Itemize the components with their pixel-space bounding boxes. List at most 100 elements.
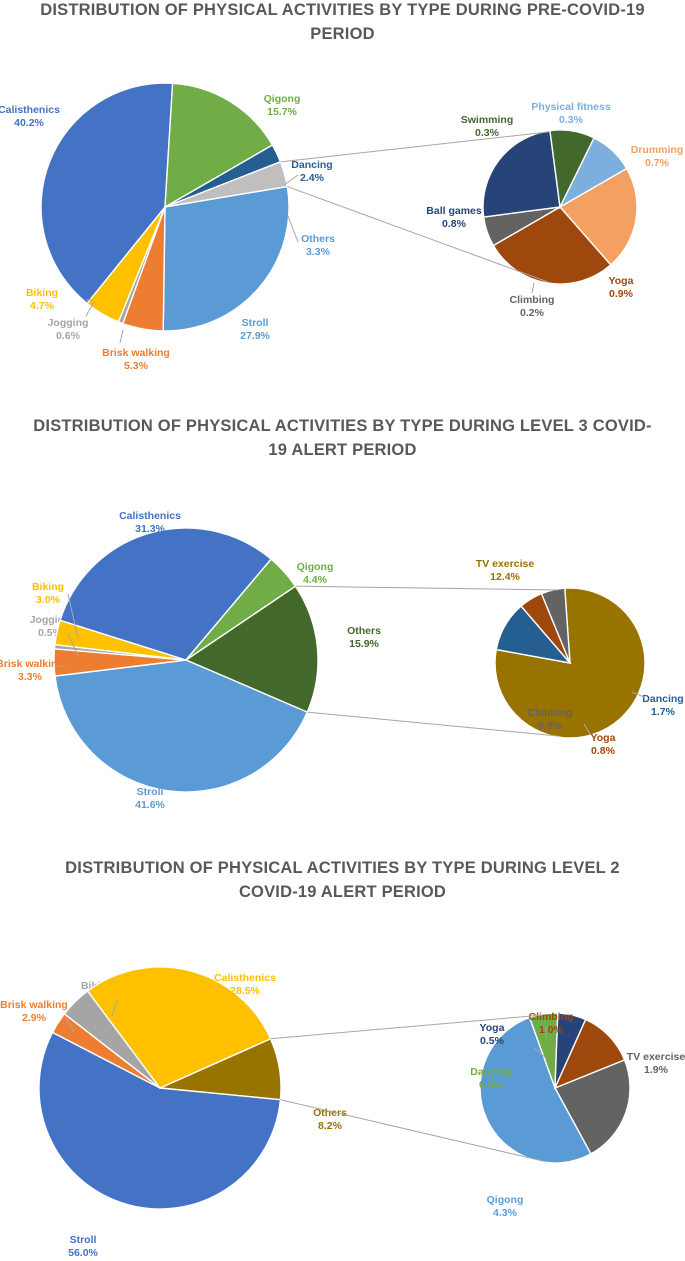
main-label-biking: Biking <box>26 287 58 299</box>
leader-line <box>67 633 79 657</box>
secondary-slice-ball-games <box>482 129 561 218</box>
main-label-calisthenics: Calisthenics <box>214 972 276 984</box>
secondary-value-climbing: 0.8% <box>538 720 563 732</box>
chart-title-line-2: COVID-19 ALERT PERIOD <box>238 883 447 901</box>
main-value-qigong: 4.4% <box>303 574 328 586</box>
secondary-value-swimming: 0.3% <box>475 127 500 139</box>
leader-line <box>85 301 95 317</box>
secondary-label-climbing: Climbing <box>529 1011 574 1023</box>
secondary-value-dancing: 1.7% <box>651 706 676 718</box>
chart-title-line-2: 19 ALERT PERIOD <box>268 441 417 459</box>
connector-line-top <box>270 1014 544 1040</box>
leader-line <box>111 999 118 1017</box>
main-label-calisthenics: Calisthenics <box>0 104 60 116</box>
main-slice-stroll <box>54 659 309 793</box>
main-label-stroll: Stroll <box>242 317 269 329</box>
main-label-qigong: Qigong <box>264 93 301 105</box>
secondary-slice-physical-fitness <box>558 137 628 209</box>
secondary-value-ball-games: 0.8% <box>442 218 467 230</box>
main-label-brisk-walking: Brisk walking <box>102 347 170 359</box>
main-value-calisthenics: 28.5% <box>230 985 260 997</box>
secondary-value-tv-exercise: 1.9% <box>644 1064 669 1076</box>
main-label-brisk-walking: Brisk walking <box>0 658 64 670</box>
secondary-slice-qigong <box>479 1016 592 1164</box>
main-label-jogging: Jogging <box>48 317 89 329</box>
chart-title: DISTRIBUTION OF PHYSICAL ACTIVITIES BY T… <box>0 414 685 462</box>
secondary-label-yoga: Yoga <box>591 732 616 744</box>
secondary-label-drumming: Drumming <box>631 144 684 156</box>
main-value-biking: 4.7% <box>30 300 55 312</box>
main-value-brisk-walking: 2.9% <box>22 1012 47 1024</box>
main-value-others: 8.2% <box>318 1120 343 1132</box>
connector-line-bottom <box>280 1099 544 1162</box>
secondary-label-physical-fitness: Physical fitness <box>531 101 611 113</box>
main-value-brisk-walking: 3.3% <box>18 671 43 683</box>
secondary-label-dancing: Dancing <box>642 693 683 705</box>
main-slice-qigong <box>164 82 274 209</box>
main-label-stroll: Stroll <box>137 786 164 798</box>
main-value-stroll: 56.0% <box>68 1247 98 1259</box>
leader-line <box>533 1047 547 1059</box>
main-slice-qigong <box>185 558 297 661</box>
secondary-value-yoga: 0.9% <box>609 288 634 300</box>
secondary-value-drumming: 0.7% <box>645 157 670 169</box>
secondary-label-ball-games: Ball games <box>426 205 482 217</box>
leader-line <box>583 723 591 735</box>
secondary-label-climbing: Climbing <box>510 294 555 306</box>
secondary-slice-yoga <box>492 206 612 285</box>
main-value-stroll: 41.6% <box>135 799 165 811</box>
chart-title-line-1: DISTRIBUTION OF PHYSICAL ACTIVITIES BY T… <box>33 417 652 435</box>
secondary-value-climbing: 0.2% <box>520 307 545 319</box>
connector-line-top <box>280 131 549 163</box>
main-label-brisk-walking: Brisk walking <box>0 999 68 1011</box>
leader-line <box>631 691 645 698</box>
chart-title-line-2: PERIOD <box>310 25 375 43</box>
main-value-qigong: 15.7% <box>267 106 297 118</box>
secondary-label-swimming: Swimming <box>461 114 514 126</box>
secondary-value-tv-exercise: 12.4% <box>490 571 520 583</box>
chart-panel-level3: DISTRIBUTION OF PHYSICAL ACTIVITIES BY T… <box>0 410 685 830</box>
main-slice-calisthenics <box>59 527 273 661</box>
main-slice-stroll <box>38 1031 282 1210</box>
chart-title: DISTRIBUTION OF PHYSICAL ACTIVITIES BY T… <box>0 0 685 46</box>
main-value-jogging: 0.6% <box>56 330 81 342</box>
connector-line-bottom <box>287 186 549 283</box>
secondary-slice-drumming <box>558 167 638 266</box>
main-label-calisthenics: Calisthenics <box>119 510 181 522</box>
connector-line-top <box>295 585 559 591</box>
main-value-others: 3.3% <box>306 246 331 258</box>
chart-panel-pre-covid: DISTRIBUTION OF PHYSICAL ACTIVITIES BY T… <box>0 0 685 400</box>
leader-line <box>65 1017 75 1033</box>
main-value-calisthenics: 31.3% <box>135 523 165 535</box>
secondary-label-tv-exercise: TV exercise <box>627 1051 685 1063</box>
secondary-label-climbing: Climbing <box>528 707 573 719</box>
main-label-stroll: Stroll <box>70 1234 97 1246</box>
main-label-biking: Biking <box>32 581 64 593</box>
main-slice-calisthenics <box>40 82 174 305</box>
leader-line <box>283 174 299 186</box>
secondary-value-yoga: 0.5% <box>480 1035 505 1047</box>
chart-title: DISTRIBUTION OF PHYSICAL ACTIVITIES BY T… <box>0 856 685 904</box>
connector-line-bottom <box>307 711 559 737</box>
chart-title-line-1: DISTRIBUTION OF PHYSICAL ACTIVITIES BY T… <box>65 859 620 877</box>
secondary-label-yoga: Yoga <box>609 275 634 287</box>
secondary-label-qigong: Qigong <box>487 1194 524 1206</box>
chart-title-line-1: DISTRIBUTION OF PHYSICAL ACTIVITIES BY T… <box>40 1 645 19</box>
main-label-others: Others <box>347 625 381 637</box>
main-slice-stroll <box>162 185 290 332</box>
main-value-dancing: 2.4% <box>300 172 325 184</box>
main-slice-calisthenics <box>86 966 272 1089</box>
secondary-value-qigong: 4.3% <box>493 1207 518 1219</box>
main-label-qigong: Qigong <box>297 561 334 573</box>
secondary-value-dancing: 0.5% <box>479 1079 504 1091</box>
leader-line <box>67 593 79 639</box>
leader-line <box>531 282 535 294</box>
secondary-label-dancing: Dancing <box>470 1066 511 1078</box>
secondary-label-yoga: Yoga <box>480 1022 505 1034</box>
main-label-others: Others <box>301 233 335 245</box>
chart-panel-level2: DISTRIBUTION OF PHYSICAL ACTIVITIES BY T… <box>0 848 685 1261</box>
main-value-others: 15.9% <box>349 638 379 650</box>
